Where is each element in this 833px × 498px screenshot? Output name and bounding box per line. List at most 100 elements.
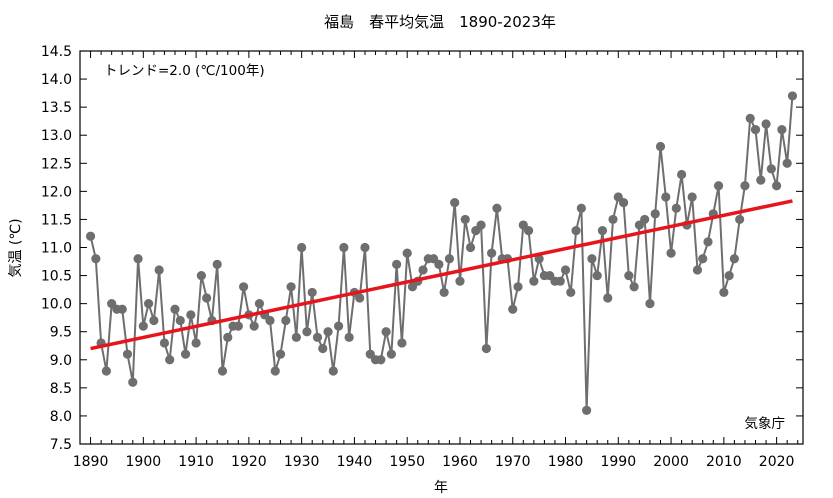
data-point	[180, 349, 191, 359]
y-tick-label: 11.0	[41, 241, 72, 257]
data-point	[777, 125, 787, 135]
data-point	[144, 299, 154, 309]
data-point	[782, 158, 792, 168]
data-point	[138, 321, 148, 331]
source-label: 気象庁	[745, 416, 786, 432]
data-point	[122, 349, 133, 359]
data-point	[165, 355, 175, 365]
data-point	[624, 270, 634, 281]
y-tick-label: 8.0	[50, 409, 72, 425]
data-point	[692, 265, 703, 275]
data-point	[159, 338, 170, 348]
y-tick-label: 10.0	[41, 297, 72, 313]
x-tick-label: 1930	[284, 454, 320, 470]
data-point	[450, 197, 460, 208]
y-axis-label: 気温 (℃)	[8, 218, 24, 277]
data-point	[555, 276, 565, 286]
data-point	[339, 242, 349, 253]
x-tick-label: 1980	[548, 454, 584, 470]
data-point	[128, 377, 138, 387]
data-point	[513, 282, 523, 292]
data-point	[254, 299, 265, 309]
x-tick-label: 1950	[389, 454, 425, 470]
data-point	[333, 321, 344, 331]
data-point	[523, 226, 534, 236]
data-point	[460, 214, 470, 225]
data-point	[645, 299, 655, 309]
data-point	[492, 203, 502, 213]
data-point	[381, 327, 391, 337]
data-point	[170, 304, 180, 314]
data-point	[360, 242, 370, 253]
data-point	[392, 259, 402, 269]
data-point	[650, 209, 660, 219]
data-point	[666, 248, 676, 258]
chart-title: 福島 春平均気温 1890-2023年	[324, 13, 556, 31]
data-point	[603, 293, 613, 303]
data-point	[434, 259, 444, 269]
data-point	[582, 405, 592, 415]
data-point	[117, 304, 127, 314]
data-point	[85, 231, 96, 241]
data-point	[101, 366, 111, 376]
data-point	[196, 270, 206, 281]
data-point	[661, 192, 671, 202]
data-point	[149, 315, 159, 326]
data-point	[571, 226, 581, 236]
data-point	[312, 332, 323, 342]
data-point	[249, 321, 259, 331]
data-point	[307, 287, 317, 298]
y-tick-labels: 7.5 8.0 8.5 9.0 9.5 10.0 10.5 11.0 11.5 12.0 12.5 1…	[41, 44, 72, 453]
data-point	[508, 304, 518, 314]
data-point	[724, 270, 734, 281]
data-point	[698, 254, 708, 264]
data-point	[576, 203, 586, 213]
data-point	[687, 192, 697, 202]
data-point	[302, 327, 312, 337]
data-point	[270, 366, 280, 376]
data-point	[560, 265, 571, 275]
x-tick-label: 2000	[653, 454, 689, 470]
data-point	[418, 265, 428, 275]
data-point	[133, 254, 143, 264]
data-point	[397, 338, 407, 348]
data-point	[265, 315, 275, 326]
data-point	[629, 282, 639, 292]
data-point	[154, 265, 164, 275]
data-point	[740, 181, 750, 191]
data-point	[719, 287, 729, 298]
data-point	[275, 349, 286, 359]
x-tick-label: 1960	[442, 454, 478, 470]
data-point	[729, 254, 739, 264]
x-tick-label: 2010	[706, 454, 742, 470]
data-point	[529, 276, 539, 286]
data-point	[323, 327, 333, 337]
data-point	[233, 321, 243, 331]
data-point	[703, 237, 713, 247]
data-point	[735, 214, 745, 225]
y-tick-label: 13.0	[41, 128, 72, 144]
data-point	[175, 315, 185, 326]
plot-frame	[79, 50, 804, 445]
trend-line	[90, 199, 793, 351]
data-point	[761, 119, 771, 129]
y-tick-label: 7.5	[50, 437, 72, 453]
y-tick-label: 9.0	[50, 353, 72, 369]
data-point	[587, 254, 597, 264]
data-point	[618, 197, 629, 208]
data-point	[592, 270, 602, 281]
x-tick-label: 1970	[495, 454, 531, 470]
data-point	[402, 248, 412, 258]
data-point	[328, 366, 338, 376]
data-point	[476, 220, 486, 230]
y-tick-label: 11.5	[41, 212, 72, 228]
x-tick-labels: 1890 1900 1910 1920 1930 1940 1950 1960 1970 1980…	[73, 454, 795, 470]
data-point	[750, 125, 761, 135]
data-point	[186, 310, 196, 320]
data-point	[566, 287, 576, 298]
data-point	[713, 181, 724, 191]
data-point	[465, 242, 476, 253]
axis-ticks	[79, 50, 803, 445]
data-point	[297, 242, 307, 253]
data-point	[772, 181, 782, 191]
